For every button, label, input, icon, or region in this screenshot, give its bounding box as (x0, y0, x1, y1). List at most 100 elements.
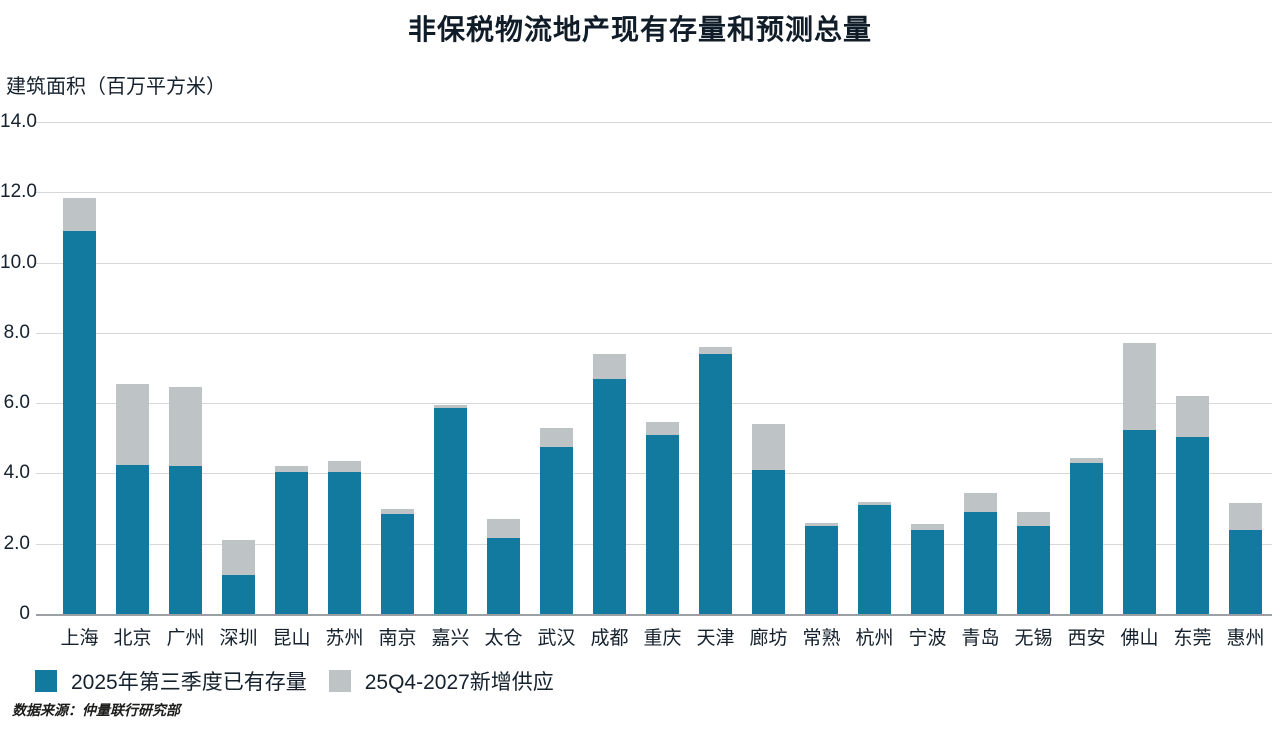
x-axis-labels: 上海 北京 广州 深圳 昆山 苏州 南京 嘉兴 太仓 武汉 成都 重庆 天津 廊坊 常熟 杭州 宁波 青岛 无锡 西安… (53, 623, 1272, 650)
x-axis-label-天津: 天津 (696, 628, 735, 649)
x-axis-label-苏州: 苏州 (325, 628, 364, 649)
bar-segment-existing (964, 512, 997, 614)
stacked-bar-嘉兴 (434, 404, 467, 614)
stacked-bar-东莞 (1176, 396, 1209, 614)
y-axis-unit-label: 建筑面积（百万平方米） (6, 76, 226, 98)
x-axis-label-重庆: 重庆 (643, 628, 682, 649)
bar-segment-new-supply (1017, 512, 1050, 527)
y-tick-label: 8.0 (3, 321, 30, 343)
bar-slot (1007, 122, 1060, 614)
y-tick-label: 4.0 (3, 462, 30, 484)
y-tick-label: 10.0 (0, 251, 37, 273)
y-tick-label: 14.0 (0, 111, 37, 132)
stacked-bar-佛山 (1123, 343, 1156, 614)
x-axis-label-杭州: 杭州 (855, 628, 894, 649)
x-axis-label-常熟: 常熟 (802, 628, 841, 649)
stacked-bar-南京 (381, 508, 414, 614)
x-axis-label-上海: 上海 (60, 628, 99, 649)
x-axis-label-成都: 成都 (590, 628, 629, 649)
bar-slot (318, 122, 371, 614)
bar-segment-new-supply (63, 197, 96, 231)
legend-item-existing: 2025年第三季度已有存量 (35, 666, 307, 696)
x-axis-label-太仓: 太仓 (484, 628, 523, 649)
stacked-bar-武汉 (540, 427, 573, 614)
bar-segment-existing (911, 529, 944, 614)
bar-segment-existing (1017, 526, 1050, 614)
legend-label-existing: 2025年第三季度已有存量 (71, 671, 307, 694)
y-tick-label: 0 (19, 603, 30, 624)
bar-segment-new-supply (222, 540, 255, 576)
x-axis-label-宁波: 宁波 (908, 628, 947, 649)
bar-slot (901, 122, 954, 614)
bar-slot (424, 122, 477, 614)
bar-segment-existing (858, 505, 891, 614)
bar-slot (848, 122, 901, 614)
stacked-bar-上海 (63, 197, 96, 614)
stacked-bar-廊坊 (752, 424, 785, 614)
bar-segment-new-supply (646, 422, 679, 435)
bar-segment-existing (381, 513, 414, 614)
x-axis-label-西安: 西安 (1067, 628, 1106, 649)
stacked-bar-无锡 (1017, 512, 1050, 614)
bar-segment-existing (328, 471, 361, 614)
x-axis-label-深圳: 深圳 (219, 628, 258, 649)
stacked-bar-重庆 (646, 422, 679, 614)
gridline (36, 403, 1272, 405)
bar-segment-new-supply (1176, 396, 1209, 437)
bar-segment-new-supply (381, 508, 414, 514)
bar-segment-new-supply (752, 424, 785, 470)
bar-segment-existing (1229, 529, 1262, 614)
bar-segment-existing (116, 464, 149, 614)
bar-segment-new-supply (328, 461, 361, 472)
bar-segment-existing (805, 526, 838, 614)
legend-item-new-supply: 25Q4-2027新增供应 (328, 666, 554, 696)
legend-swatch-existing (35, 670, 57, 692)
bar-slot (1113, 122, 1166, 614)
x-axis-label-惠州: 惠州 (1226, 628, 1265, 649)
bar-segment-existing (169, 466, 202, 614)
chart-title: 非保税物流地产现有存量和预测总量 (407, 14, 872, 45)
bar-segment-new-supply (434, 404, 467, 409)
bar-slot (689, 122, 742, 614)
x-axis-line (36, 614, 1272, 616)
bar-segment-new-supply (911, 524, 944, 530)
x-axis-label-青岛: 青岛 (961, 628, 1000, 649)
stacked-bar-深圳 (222, 540, 255, 614)
gridline (36, 122, 1272, 123)
x-axis-label-南京: 南京 (378, 628, 417, 649)
legend: 2025年第三季度已有存量 25Q4-2027新增供应 (35, 666, 554, 696)
bar-slot (583, 122, 636, 614)
bar-segment-existing (63, 230, 96, 614)
bar-segment-new-supply (487, 519, 520, 539)
stacked-bar-天津 (699, 346, 732, 614)
bar-segment-existing (434, 408, 467, 614)
bar-segment-new-supply (858, 501, 891, 506)
bar-slot (477, 122, 530, 614)
y-tick-label: 2.0 (3, 532, 30, 554)
stacked-bar-太仓 (487, 519, 520, 614)
x-axis-label-东莞: 东莞 (1173, 628, 1212, 649)
bar-segment-existing (752, 469, 785, 614)
stacked-bar-苏州 (328, 461, 361, 614)
x-axis-label-武汉: 武汉 (537, 628, 576, 649)
bar-segment-new-supply (275, 466, 308, 472)
gridline (36, 332, 1272, 334)
stacked-bar-惠州 (1229, 503, 1262, 614)
bar-segment-new-supply (540, 427, 573, 448)
bar-segment-existing (1070, 462, 1103, 614)
stacked-bar-常熟 (805, 522, 838, 614)
bar-segment-new-supply (1123, 343, 1156, 430)
bar-segment-existing (222, 575, 255, 614)
bar-slot (1166, 122, 1219, 614)
stacked-bar-杭州 (858, 501, 891, 614)
bar-segment-new-supply (1229, 503, 1262, 530)
bar-segment-existing (540, 447, 573, 614)
stacked-bar-宁波 (911, 524, 944, 614)
bar-slot (795, 122, 848, 614)
bar-slot (106, 122, 159, 614)
bar-slot (1219, 122, 1272, 614)
x-axis-label-嘉兴: 嘉兴 (431, 628, 470, 649)
bar-slot (1060, 122, 1113, 614)
stacked-bar-广州 (169, 387, 202, 614)
bar-segment-existing (487, 538, 520, 614)
